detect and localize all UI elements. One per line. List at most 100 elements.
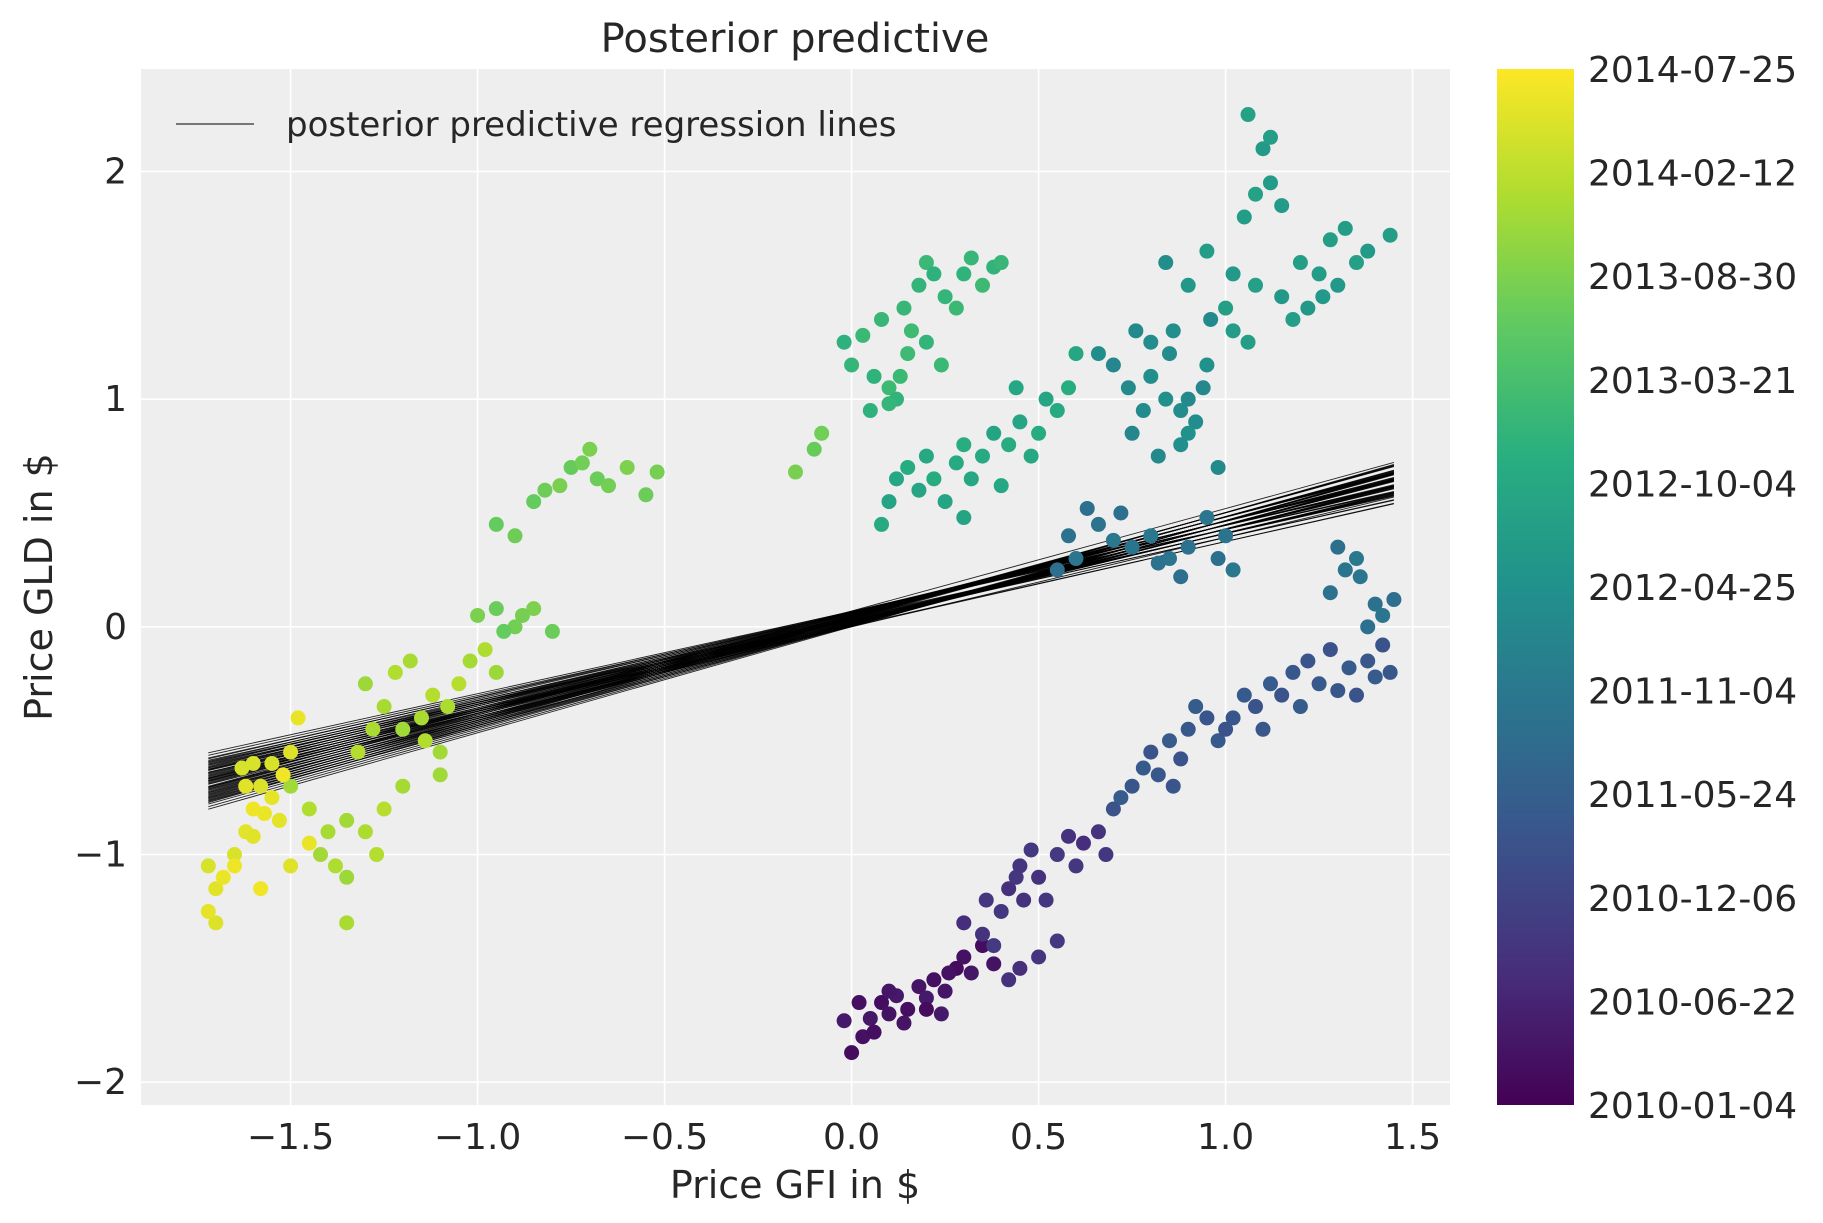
scatter-point <box>986 956 1002 972</box>
scatter-point <box>649 464 665 480</box>
scatter-point <box>1188 699 1204 715</box>
scatter-point <box>1199 710 1215 726</box>
scatter-point <box>1255 141 1271 157</box>
scatter-point <box>1341 660 1357 676</box>
regression-line <box>208 499 1394 766</box>
x-axis-ticks: −1.5 −1.0 −0.5 0.0 0.5 1.0 1.5 <box>247 1117 1441 1158</box>
scatter-point <box>387 664 403 680</box>
scatter-point <box>1135 760 1151 776</box>
scatter-point <box>1049 403 1065 419</box>
scatter-point <box>1113 790 1129 806</box>
scatter-point <box>1143 744 1159 760</box>
scatter-point <box>245 828 261 844</box>
colorbar-tick-label: 2014-07-25 <box>1588 50 1797 91</box>
scatter-point <box>1292 255 1308 271</box>
scatter-point <box>1248 186 1264 202</box>
scatter-point <box>866 368 882 384</box>
scatter-point <box>1195 380 1211 396</box>
scatter-point <box>855 327 871 343</box>
scatter-point <box>1199 510 1215 526</box>
scatter-point <box>200 903 216 919</box>
scatter-point <box>1150 448 1166 464</box>
scatter-point <box>892 368 908 384</box>
colorbar-ticks: 2014-07-25 2014-02-12 2013-08-30 2013-03-21… <box>1588 50 1797 1127</box>
regression-line <box>208 484 1395 770</box>
scatter-point <box>313 847 329 863</box>
scatter-point <box>1349 255 1364 271</box>
scatter-point <box>948 455 964 471</box>
scatter-point <box>1240 334 1256 350</box>
scatter-point <box>1012 858 1028 874</box>
scatter-point <box>264 755 280 771</box>
scatter-point <box>1330 539 1346 555</box>
scatter-point <box>350 744 366 760</box>
scatter-point <box>208 881 224 897</box>
colorbar-tick-label: 2012-10-04 <box>1588 464 1797 505</box>
scatter-point <box>1165 778 1181 794</box>
scatter-point <box>432 767 448 783</box>
scatter-point <box>1090 824 1106 840</box>
scatter-point <box>963 250 979 266</box>
colorbar-tick-label: 2010-01-04 <box>1588 1086 1797 1127</box>
scatter-point <box>1016 892 1032 908</box>
scatter-point <box>1188 414 1204 430</box>
scatter-point <box>477 642 493 658</box>
scatter-point <box>1008 380 1024 396</box>
scatter-point <box>215 869 231 885</box>
scatter-point <box>1173 403 1189 419</box>
scatter-point <box>993 903 1009 919</box>
scatter-point <box>986 425 1002 441</box>
scatter-point <box>975 277 990 293</box>
scatter-point <box>1236 209 1252 225</box>
scatter-point <box>1124 778 1140 794</box>
scatter-point <box>425 687 441 703</box>
scatter-point <box>1128 323 1144 339</box>
scatter-point <box>1105 801 1121 817</box>
scatter-point <box>395 721 411 737</box>
scatter-point <box>1023 842 1039 858</box>
scatter-point <box>1180 391 1196 407</box>
scatter-point <box>1031 869 1047 885</box>
scatter-point <box>888 471 904 487</box>
colorbar-tick-label: 2011-05-24 <box>1588 775 1797 816</box>
scatter-point <box>1300 653 1316 669</box>
scatter-point <box>937 289 953 305</box>
x-axis-label: Price GFI in $ <box>670 1163 920 1207</box>
scatter-point <box>1124 539 1140 555</box>
scatter-point <box>470 607 486 623</box>
scatter-point <box>836 334 852 350</box>
colorbar <box>1497 69 1574 1105</box>
scatter-point <box>1349 687 1364 703</box>
scatter-point <box>275 767 291 783</box>
scatter-point <box>395 778 411 794</box>
scatter-point <box>1090 516 1106 532</box>
scatter-point <box>1236 687 1252 703</box>
scatter-point <box>200 858 216 874</box>
scatter-point <box>1031 425 1047 441</box>
scatter-point <box>1210 551 1226 567</box>
scatter-point <box>563 459 579 475</box>
scatter-point <box>963 471 979 487</box>
scatter-point <box>1382 227 1398 243</box>
scatter-point <box>1300 300 1316 316</box>
scatter-point <box>451 676 467 692</box>
scatter-point <box>1098 847 1114 863</box>
scatter-point <box>1210 733 1226 749</box>
scatter-point <box>357 676 373 692</box>
scatter-point <box>874 311 890 327</box>
scatter-point <box>862 1010 878 1026</box>
scatter-point <box>900 346 916 362</box>
scatter-point <box>1322 585 1338 601</box>
scatter-point <box>440 699 456 715</box>
scatter-point <box>1113 505 1129 521</box>
scatter-points <box>200 107 1402 1061</box>
regression-line <box>208 491 1394 759</box>
grid-lines <box>141 69 1450 1105</box>
y-tick-label: −2 <box>74 1062 127 1103</box>
scatter-point <box>918 1001 934 1017</box>
scatter-point <box>256 806 272 822</box>
scatter-point <box>462 653 478 669</box>
scatter-point <box>1143 528 1159 544</box>
scatter-point <box>417 733 433 749</box>
scatter-point <box>1311 266 1327 282</box>
